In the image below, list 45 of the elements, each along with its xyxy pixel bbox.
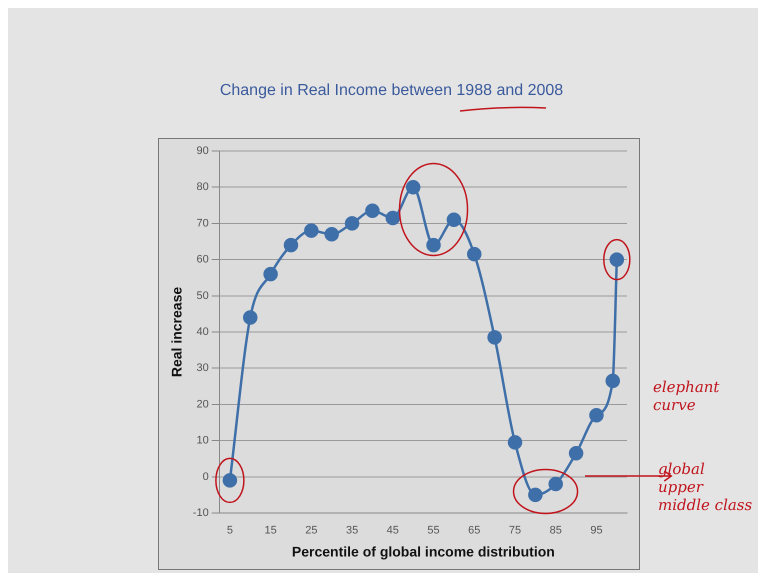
y-tick-label: 40 xyxy=(196,326,209,338)
x-tick-label: 15 xyxy=(264,524,277,537)
text: elephant curve xyxy=(653,378,720,414)
y-tick-label: 70 xyxy=(196,217,209,230)
x-tick-label: 55 xyxy=(427,524,440,537)
x-tick-label: 65 xyxy=(468,524,480,537)
y-tick-label: 30 xyxy=(196,362,209,374)
x-tick-label: 5 xyxy=(226,524,233,537)
x-tick-label: 85 xyxy=(550,524,562,537)
y-tick-label: 0 xyxy=(202,470,209,483)
point xyxy=(242,310,258,325)
x-tick-label: 25 xyxy=(305,524,318,537)
point xyxy=(548,476,563,492)
point xyxy=(467,246,482,262)
y-tick-label: 50 xyxy=(196,290,209,302)
y-axis-title: Real increase xyxy=(168,286,184,378)
y-tick-label: -10 xyxy=(192,507,209,520)
point xyxy=(605,374,620,388)
y-tick-label: 20 xyxy=(196,398,209,410)
x-tick-label: 35 xyxy=(346,524,358,537)
x-tick-label: 75 xyxy=(508,524,522,537)
point xyxy=(386,210,400,226)
text: global upper middle class xyxy=(658,460,753,514)
x-axis-title: Percentile of global income distribution xyxy=(292,543,555,560)
x-tick-label: 45 xyxy=(386,524,399,537)
point xyxy=(263,266,278,282)
point xyxy=(324,227,339,242)
point xyxy=(284,238,298,252)
y-tick-label: 80 xyxy=(196,181,209,194)
point xyxy=(304,223,319,238)
chart-title: Change in Real Income between 1988 and 2008 xyxy=(218,82,564,100)
point xyxy=(487,330,502,345)
point xyxy=(446,212,462,228)
point xyxy=(406,180,420,194)
x-tick-label: 95 xyxy=(590,524,603,537)
y-tick-label: 60 xyxy=(196,254,209,266)
y-tick-label: 10 xyxy=(196,434,209,447)
point xyxy=(589,408,604,423)
point xyxy=(365,203,380,218)
point xyxy=(426,238,441,252)
point xyxy=(344,216,360,231)
point xyxy=(508,435,522,450)
y-tick-label: 90 xyxy=(196,145,209,158)
point xyxy=(568,446,584,461)
point xyxy=(528,488,543,502)
